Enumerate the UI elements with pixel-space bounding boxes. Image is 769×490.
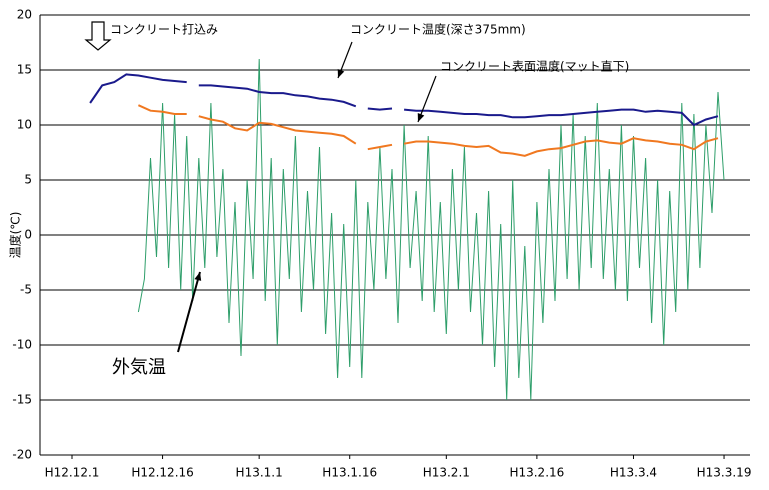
pour-arrow <box>84 21 112 51</box>
series-label: コンクリート表面温度(マット直下) <box>440 59 629 74</box>
series-label: 外気温 <box>112 357 166 378</box>
series-line <box>137 58 725 401</box>
x-tick-label: H12.12.1 <box>45 466 100 480</box>
annotation: コンクリート打込み <box>110 23 218 37</box>
y-tick-label: 5 <box>24 173 32 187</box>
arrow-head <box>337 69 345 78</box>
x-tick-label: H13.2.16 <box>509 466 564 480</box>
y-axis-label: 温度(℃) <box>8 212 23 259</box>
y-tick-label: -20 <box>12 448 32 462</box>
y-tick-label: -10 <box>12 338 32 352</box>
y-tick-label: -5 <box>20 283 32 297</box>
x-tick-label: H13.2.1 <box>423 466 470 480</box>
y-tick-label: 0 <box>24 228 32 242</box>
series-line <box>89 73 719 127</box>
x-tick-label: H12.12.16 <box>131 466 193 480</box>
y-tick-label: 20 <box>17 8 32 22</box>
series-label: コンクリート温度(深さ375mm) <box>350 22 526 37</box>
x-tick-label: H13.3.19 <box>697 466 752 480</box>
y-tick-label: 10 <box>17 118 32 132</box>
arrow-head <box>417 113 425 122</box>
y-tick-label: 15 <box>17 63 32 77</box>
series-line <box>137 104 719 157</box>
x-tick-label: H13.1.1 <box>236 466 283 480</box>
y-tick-label: -15 <box>12 393 32 407</box>
annotation-arrow <box>177 271 201 353</box>
x-tick-label: H13.1.16 <box>322 466 377 480</box>
arrow-head <box>194 272 202 281</box>
x-tick-label: H13.3.4 <box>610 466 657 480</box>
